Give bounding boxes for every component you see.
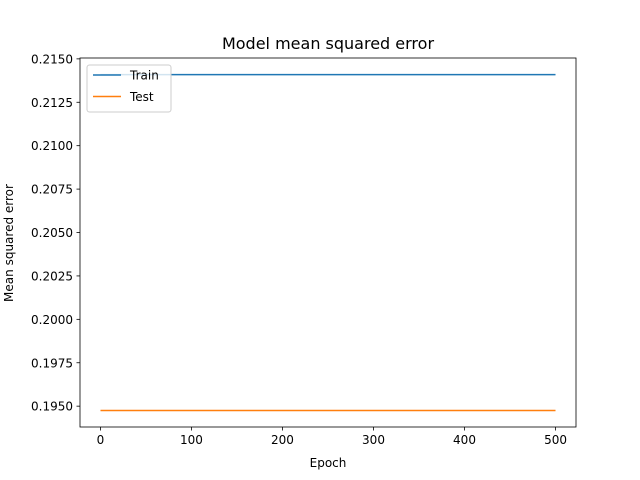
- legend-box: [86, 64, 172, 113]
- x-tick-label: 0: [97, 433, 105, 447]
- plot-area: [80, 58, 576, 427]
- x-axis-label: Epoch: [310, 456, 347, 470]
- x-tick-label: 500: [544, 433, 567, 447]
- y-axis: 0.1950 0.1975 0.2000 0.2025 0.2050 0.2075 0.21…: [31, 52, 80, 414]
- x-tick-label: 100: [180, 433, 203, 447]
- x-tick-label: 200: [271, 433, 294, 447]
- y-tick-label: 0.2000: [31, 313, 73, 327]
- x-tick-label: 300: [362, 433, 385, 447]
- y-tick-label: 0.2050: [31, 226, 73, 240]
- x-tick-label: 400: [453, 433, 476, 447]
- chart-title: Model mean squared error: [222, 34, 434, 53]
- y-tick-label: 0.2025: [31, 269, 73, 283]
- legend-label-train: Train: [129, 69, 159, 83]
- plot-frame: [79, 57, 577, 428]
- x-axis: 0 100 200 300 400 500: [97, 427, 567, 447]
- y-tick-label: 0.2125: [31, 96, 73, 110]
- y-tick-label: 0.1950: [31, 400, 73, 414]
- legend: Train Test: [86, 64, 172, 113]
- series-layer: [100, 73, 556, 412]
- y-axis-label: Mean squared error: [2, 184, 16, 302]
- y-tick-label: 0.2100: [31, 139, 73, 153]
- y-tick-label: 0.2075: [31, 183, 73, 197]
- y-tick-label: 0.1975: [31, 356, 73, 370]
- legend-label-test: Test: [129, 90, 154, 104]
- y-tick-label: 0.2150: [31, 52, 73, 66]
